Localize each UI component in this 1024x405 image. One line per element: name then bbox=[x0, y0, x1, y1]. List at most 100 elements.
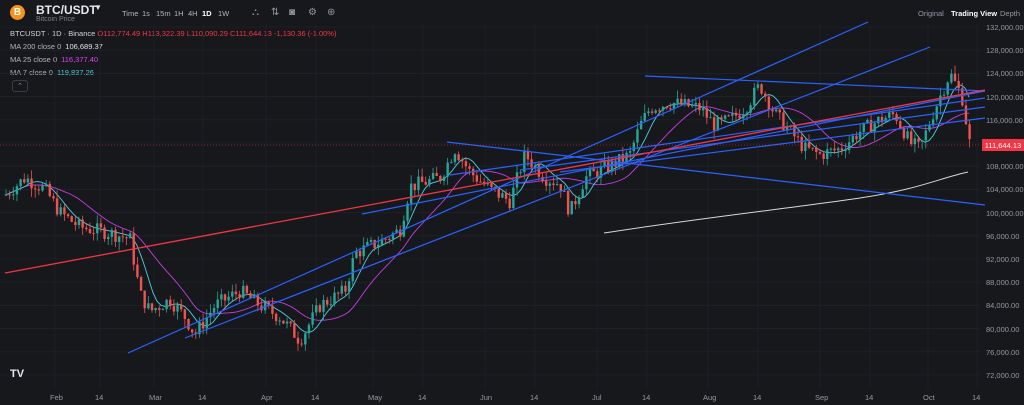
candle-body bbox=[742, 115, 745, 119]
candle-body bbox=[99, 223, 103, 228]
candle-body bbox=[851, 135, 854, 143]
candle-body bbox=[508, 198, 511, 209]
candle-body bbox=[96, 223, 99, 234]
candle-body bbox=[311, 312, 314, 325]
timeframe-1w[interactable]: 1W bbox=[218, 9, 230, 18]
candle-body bbox=[709, 117, 712, 119]
candle-body bbox=[895, 114, 898, 122]
candle-body bbox=[55, 198, 59, 215]
candle-body bbox=[212, 308, 216, 313]
ma-25-line bbox=[4, 106, 970, 321]
candle-body bbox=[165, 299, 168, 310]
candle-body bbox=[877, 116, 880, 124]
candle-body bbox=[837, 148, 840, 151]
timeframe-1s[interactable]: 1s bbox=[142, 9, 150, 18]
candle-body bbox=[592, 168, 595, 172]
candle-body bbox=[358, 250, 362, 257]
price-axis-label: 88,000.00 bbox=[986, 278, 1020, 288]
price-axis-label: 100,000.00 bbox=[986, 208, 1024, 218]
chevron-down-icon[interactable]: ▼ bbox=[94, 3, 102, 12]
ma-200-legend[interactable]: MA 200 close 0 106,689.37 bbox=[10, 42, 103, 51]
candle-body bbox=[829, 148, 833, 150]
candle-body bbox=[672, 103, 676, 109]
candle-body bbox=[66, 214, 70, 217]
candle-body bbox=[643, 113, 646, 121]
candle-body bbox=[537, 165, 541, 177]
time-axis-label: Aug bbox=[703, 393, 717, 402]
candle-body bbox=[680, 98, 683, 105]
candle-body bbox=[712, 117, 716, 131]
candle-body bbox=[85, 227, 88, 230]
tab-depth[interactable]: Depth bbox=[1000, 9, 1021, 18]
timeframe-4h[interactable]: 4H bbox=[188, 9, 198, 18]
candle-body bbox=[738, 115, 741, 119]
candle-body bbox=[669, 108, 672, 110]
candle-body bbox=[107, 236, 110, 240]
candle-body bbox=[198, 321, 201, 335]
candle-body bbox=[676, 98, 679, 104]
candle-body bbox=[274, 313, 278, 321]
candle-body bbox=[636, 129, 639, 143]
candle-body bbox=[946, 82, 949, 95]
candle-body bbox=[661, 106, 665, 111]
candle-body bbox=[479, 181, 482, 183]
candle-body bbox=[139, 277, 143, 291]
candle-body bbox=[37, 189, 41, 191]
compare-icon[interactable]: ⇅ bbox=[271, 7, 280, 18]
price-axis-label: 124,000.00 bbox=[986, 69, 1024, 79]
price-axis-label: 104,000.00 bbox=[986, 185, 1024, 195]
candle-body bbox=[698, 103, 701, 111]
candle-body bbox=[234, 291, 238, 295]
settings-icon[interactable]: ⚙ bbox=[308, 7, 317, 18]
candle-body bbox=[935, 106, 938, 120]
timeframe-15m[interactable]: 15m bbox=[156, 9, 171, 18]
candle-body bbox=[44, 183, 48, 186]
collapse-legend-button[interactable]: ⌃ bbox=[12, 80, 28, 92]
price-axis-label: 128,000.00 bbox=[986, 46, 1024, 56]
candle-body bbox=[800, 136, 803, 152]
timeframe-1h[interactable]: 1H bbox=[174, 9, 184, 18]
candle-body bbox=[187, 318, 190, 330]
candle-body bbox=[599, 166, 603, 178]
price-axis-label: 92,000.00 bbox=[986, 255, 1020, 264]
candle-body bbox=[446, 162, 449, 177]
candle-body bbox=[315, 305, 318, 313]
time-axis-label: 14 bbox=[530, 393, 539, 402]
pair-selector[interactable]: BTC/USDT bbox=[36, 3, 97, 17]
candle-body bbox=[760, 84, 763, 94]
ma-7-legend[interactable]: MA 7 close 0 119,837.26 bbox=[10, 68, 94, 77]
indicators-icon[interactable]: ⛬ bbox=[252, 7, 259, 18]
candle-body bbox=[610, 160, 614, 172]
candle-body bbox=[869, 119, 873, 133]
timeframe-time[interactable]: Time bbox=[122, 9, 139, 18]
tab-trading-view[interactable]: Trading View bbox=[951, 9, 998, 18]
candle-body bbox=[329, 304, 333, 306]
ma-200-line bbox=[603, 171, 969, 234]
candle-body bbox=[658, 110, 661, 112]
timeframe-1d[interactable]: 1D bbox=[202, 9, 212, 18]
trend-line bbox=[446, 141, 986, 206]
candle-body bbox=[322, 299, 325, 312]
price-axis-label: 120,000.00 bbox=[986, 92, 1024, 102]
candle-body bbox=[519, 172, 522, 174]
time-axis-label: 14 bbox=[198, 393, 207, 402]
ma-25-legend[interactable]: MA 25 close 0 116,377.40 bbox=[10, 55, 98, 64]
candle-body bbox=[278, 320, 281, 322]
candle-body bbox=[176, 304, 179, 312]
camera-icon[interactable]: ◙ bbox=[289, 7, 296, 18]
candle-body bbox=[691, 104, 694, 107]
tab-original[interactable]: Original bbox=[918, 9, 944, 18]
candle-body bbox=[957, 80, 960, 89]
candle-body bbox=[950, 73, 953, 83]
time-axis-label: May bbox=[368, 393, 383, 402]
candle-body bbox=[220, 294, 223, 300]
candle-body bbox=[804, 142, 807, 152]
candle-body bbox=[373, 239, 376, 248]
add-icon[interactable]: ⊕ bbox=[327, 7, 336, 18]
candle-body bbox=[147, 303, 150, 309]
candle-body bbox=[917, 138, 920, 142]
candle-body bbox=[282, 320, 285, 324]
candle-body bbox=[4, 194, 8, 196]
time-axis-label: Jul bbox=[592, 393, 602, 402]
